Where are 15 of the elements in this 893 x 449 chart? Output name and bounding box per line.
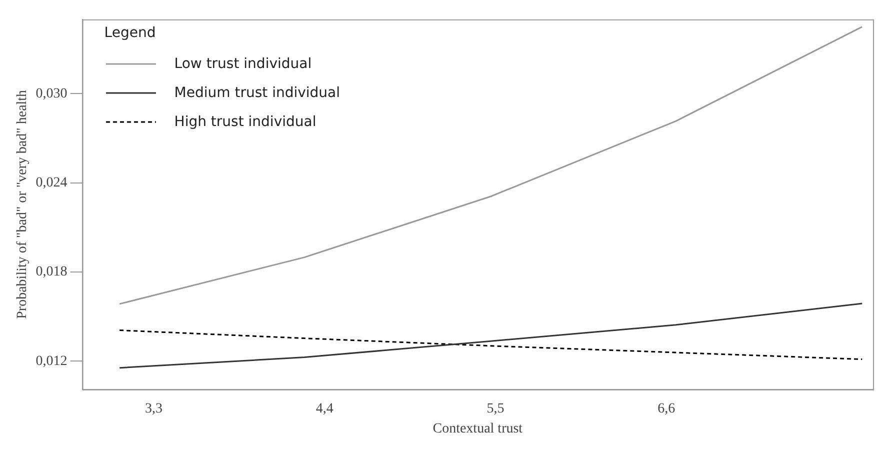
x-tick-label: 5,5 bbox=[486, 401, 504, 416]
y-tick-label: 0,030 bbox=[36, 86, 68, 102]
x-tick-label: 4,4 bbox=[316, 401, 334, 416]
legend-title: Legend bbox=[104, 25, 157, 42]
x-axis-title: Contextual trust bbox=[432, 421, 523, 436]
y-tick-label: 0,018 bbox=[36, 264, 68, 280]
legend-label: Medium trust individual bbox=[174, 84, 340, 101]
y-tick-label: 0,024 bbox=[36, 176, 68, 191]
x-tick-label: 3,3 bbox=[145, 401, 163, 416]
legend-label: High trust individual bbox=[174, 114, 316, 130]
legend-label: Low trust individual bbox=[174, 56, 312, 72]
x-tick-label: 6,6 bbox=[658, 401, 676, 416]
y-tick-label: 0,012 bbox=[36, 354, 68, 369]
line-series bbox=[118, 330, 863, 360]
y-axis-title: Probability of "bad" or "very bad" health bbox=[15, 90, 30, 319]
